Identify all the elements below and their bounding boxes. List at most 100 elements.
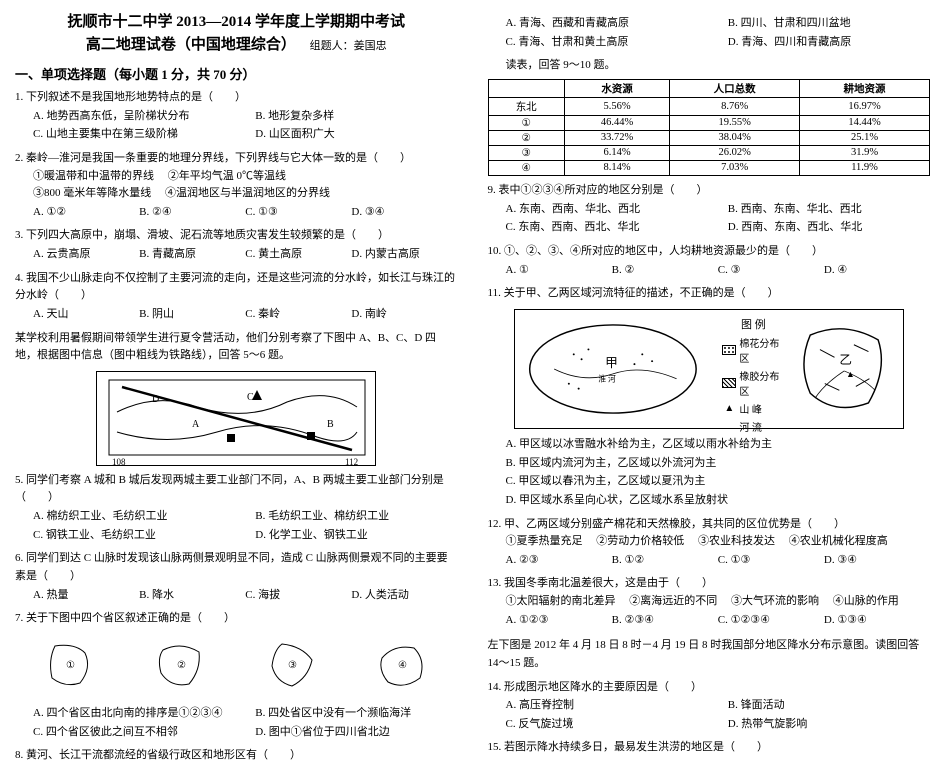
q7-choice-a: A. 四个省区由北向南的排序是①②③④	[33, 704, 235, 723]
q6-choice-b: B. 降水	[139, 586, 245, 605]
q1-choice-c: C. 山地主要集中在第三级阶梯	[33, 125, 235, 144]
th-water: 水资源	[564, 79, 669, 97]
svg-text:乙: 乙	[840, 353, 853, 367]
q6-choice-c: C. 海拔	[245, 586, 351, 605]
q7-choice-b: B. 四处省区中没有一个濒临海洋	[255, 704, 457, 723]
q12-choice-a: A. ②③	[506, 551, 612, 570]
q10-choice-b: B. ②	[612, 261, 718, 280]
legend-box: 图 例 棉花分布区 橡胶分布区 ▲ 山 峰 河 流	[720, 310, 786, 428]
q12-choice-d: D. ③④	[824, 551, 930, 570]
resource-table: 水资源 人口总数 耕地资源 东北5.56%8.76%16.97% ①46.44%…	[488, 79, 931, 176]
q5-choice-d: D. 化学工业、钢铁工业	[255, 526, 457, 545]
legend-title: 图 例	[722, 316, 784, 332]
question-9: 9. 表中①②③④所对应的地区分别是（ ） A. 东南、西南、华北、西北 B. …	[488, 182, 931, 237]
q4-text: 4. 我国不少山脉走向不仅控制了主要河流的走向，还是这些河流的分水岭，如长江与珠…	[15, 270, 458, 305]
table-body: 东北5.56%8.76%16.97% ①46.44%19.55%14.44% ②…	[488, 97, 930, 175]
q2-choice-c: C. ①③	[245, 203, 351, 222]
q11-choice-d: D. 甲区域水系呈向心状，乙区域水系呈放射状	[506, 491, 931, 510]
th-blank	[488, 79, 564, 97]
section-1-head: 一、单项选择题（每小题 1 分，共 70 分）	[15, 64, 458, 83]
q12-choice-b: B. ①②	[612, 551, 718, 570]
svg-text:④: ④	[398, 660, 407, 671]
svg-text:B: B	[327, 419, 334, 430]
q5-choice-c: C. 钢铁工业、毛纺织工业	[33, 526, 235, 545]
q11-choice-c: C. 甲区域以春汛为主，乙区域以夏汛为主	[506, 472, 931, 491]
question-6: 6. 同学们到达 C 山脉时发现该山脉两侧景观明显不同，造成 C 山脉两侧景观不…	[15, 550, 458, 604]
q14-text: 14. 形成图示地区降水的主要原因是（ ）	[488, 679, 931, 697]
q6-text: 6. 同学们到达 C 山脉时发现该山脉两侧景观明显不同，造成 C 山脉两侧景观不…	[15, 550, 458, 585]
q4-choice-c: C. 秦岭	[245, 305, 351, 324]
province-shapes-row: ① ② ③ ④	[15, 636, 458, 696]
right-column: A. 青海、西藏和青藏高原 B. 四川、甘肃和四川盆地 C. 青海、甘肃和黄土高…	[473, 0, 945, 668]
province-shape-4: ④	[372, 638, 432, 693]
q8-choice-c: C. 青海、甘肃和黄土高原	[506, 33, 708, 52]
question-13: 13. 我国冬季南北温差很大，这是由于（ ） ①太阳辐射的南北差异 ②离海远近的…	[488, 575, 931, 629]
q10-choice-d: D. ④	[824, 261, 930, 280]
q10-choice-c: C. ③	[718, 261, 824, 280]
left-column: 抚顺市十二中学 2013—2014 学年度上学期期中考试 高二地理试卷（中国地理…	[0, 0, 473, 668]
q2-choice-b: B. ②④	[139, 203, 245, 222]
q2-sub1: ①暖温带和中温带的界线	[33, 170, 154, 182]
table-row: ③6.14%26.02%31.9%	[488, 145, 930, 160]
title-line-1: 抚顺市十二中学 2013—2014 学年度上学期期中考试	[15, 10, 458, 31]
q13-sub4: ④山脉的作用	[833, 595, 899, 607]
svg-text:C: C	[247, 392, 254, 403]
question-12: 12. 甲、乙两区域分别盛产棉花和天然橡胶，其共同的区位优势是（ ） ①夏季热量…	[488, 516, 931, 570]
q3-text: 3. 下列四大高原中，崩塌、滑坡、泥石流等地质灾害发生较频繁的是（ ）	[15, 227, 458, 245]
q2-sub2: ②年平均气温 0℃等温线	[168, 170, 286, 182]
legend-item-rubber: 橡胶分布区	[722, 368, 784, 398]
q5-choice-b: B. 毛纺织工业、棉纺织工业	[255, 507, 457, 526]
q2-choice-d: D. ③④	[351, 203, 457, 222]
th-pop: 人口总数	[670, 79, 800, 97]
q2-choice-a: A. ①②	[33, 203, 139, 222]
title-main: 高二地理试卷（中国地理综合）	[86, 37, 296, 53]
map-area-甲: 甲 淮 河	[515, 310, 721, 428]
q9-text: 9. 表中①②③④所对应的地区分别是（ ）	[488, 182, 931, 200]
question-3: 3. 下列四大高原中，崩塌、滑坡、泥石流等地质灾害发生较频繁的是（ ） A. 云…	[15, 227, 458, 263]
province-shape-3: ③	[262, 638, 322, 693]
q15-text: 15. 若图示降水持续多日，最易发生洪涝的地区是（ ）	[488, 739, 931, 757]
question-1: 1. 下列叙述不是我国地形地势特点的是（ ） A. 地势西高东低，呈阶梯状分布 …	[15, 89, 458, 144]
q14-choice-b: B. 锋面活动	[728, 696, 930, 715]
q9-choice-d: D. 西南、东南、西北、华北	[728, 218, 930, 237]
q4-choice-b: B. 阴山	[139, 305, 245, 324]
q7-text: 7. 关于下图中四个省区叙述正确的是（ ）	[15, 610, 458, 628]
q12-sub1: ①夏季热量充足	[506, 535, 583, 547]
svg-text:③: ③	[288, 660, 297, 671]
map-figure-5-6: D A C B 108 112	[96, 371, 376, 466]
table-header-row: 水资源 人口总数 耕地资源	[488, 79, 930, 97]
question-15: 15. 若图示降水持续多日，最易发生洪涝的地区是（ ）	[488, 739, 931, 757]
q12-choice-c: C. ①③	[718, 551, 824, 570]
q13-sub2: ②离海远近的不同	[629, 595, 717, 607]
q8-choice-d: D. 青海、四川和青藏高原	[728, 33, 930, 52]
question-10: 10. ①、②、③、④所对应的地区中，人均耕地资源最少的是（ ） A. ① B.…	[488, 243, 931, 279]
q8-choice-a: A. 青海、西藏和青藏高原	[506, 14, 708, 33]
q3-choice-c: C. 黄土高原	[245, 245, 351, 264]
q13-choice-c: C. ①②③④	[718, 611, 824, 630]
q4-choice-d: D. 南岭	[351, 305, 457, 324]
q6-choice-d: D. 人类活动	[351, 586, 457, 605]
q9-choice-b: B. 西南、东南、华北、西北	[728, 200, 930, 219]
q14-choice-a: A. 高压脊控制	[506, 696, 708, 715]
map-svg: D A C B 108 112	[97, 372, 377, 467]
q8-text: 8. 黄河、长江干流都流经的省级行政区和地形区有（ ）	[15, 747, 458, 765]
th-land: 耕地资源	[800, 79, 930, 97]
q14-choice-d: D. 热带气旋影响	[728, 715, 930, 734]
q5-text: 5. 同学们考察 A 城和 B 城后发现两城主要工业部门不同，A、B 两城主要工…	[15, 472, 458, 507]
q12-sub2: ②劳动力价格较低	[596, 535, 684, 547]
q13-text: 13. 我国冬季南北温差很大，这是由于（ ）	[488, 575, 931, 593]
q9-choice-a: A. 东南、西南、华北、西北	[506, 200, 708, 219]
svg-text:A: A	[192, 419, 200, 430]
q11-choice-a: A. 甲区域以冰雪融水补给为主，乙区域以雨水补给为主	[506, 435, 931, 454]
table-row: ②33.72%38.04%25.1%	[488, 130, 930, 145]
q2-sub3: ③800 毫米年等降水量线	[33, 187, 151, 199]
q1-choice-d: D. 山区面积广大	[255, 125, 457, 144]
q12-text: 12. 甲、乙两区域分别盛产棉花和天然橡胶，其共同的区位优势是（ ）	[488, 516, 931, 534]
q5-choice-a: A. 棉纺织工业、毛纺织工业	[33, 507, 235, 526]
svg-text:D: D	[152, 394, 159, 405]
lon-left: 108	[112, 457, 126, 467]
q4-choice-a: A. 天山	[33, 305, 139, 324]
legend-item-peak: ▲ 山 峰	[722, 401, 784, 416]
swatch-dots-icon	[722, 345, 736, 355]
q13-choice-b: B. ②③④	[612, 611, 718, 630]
